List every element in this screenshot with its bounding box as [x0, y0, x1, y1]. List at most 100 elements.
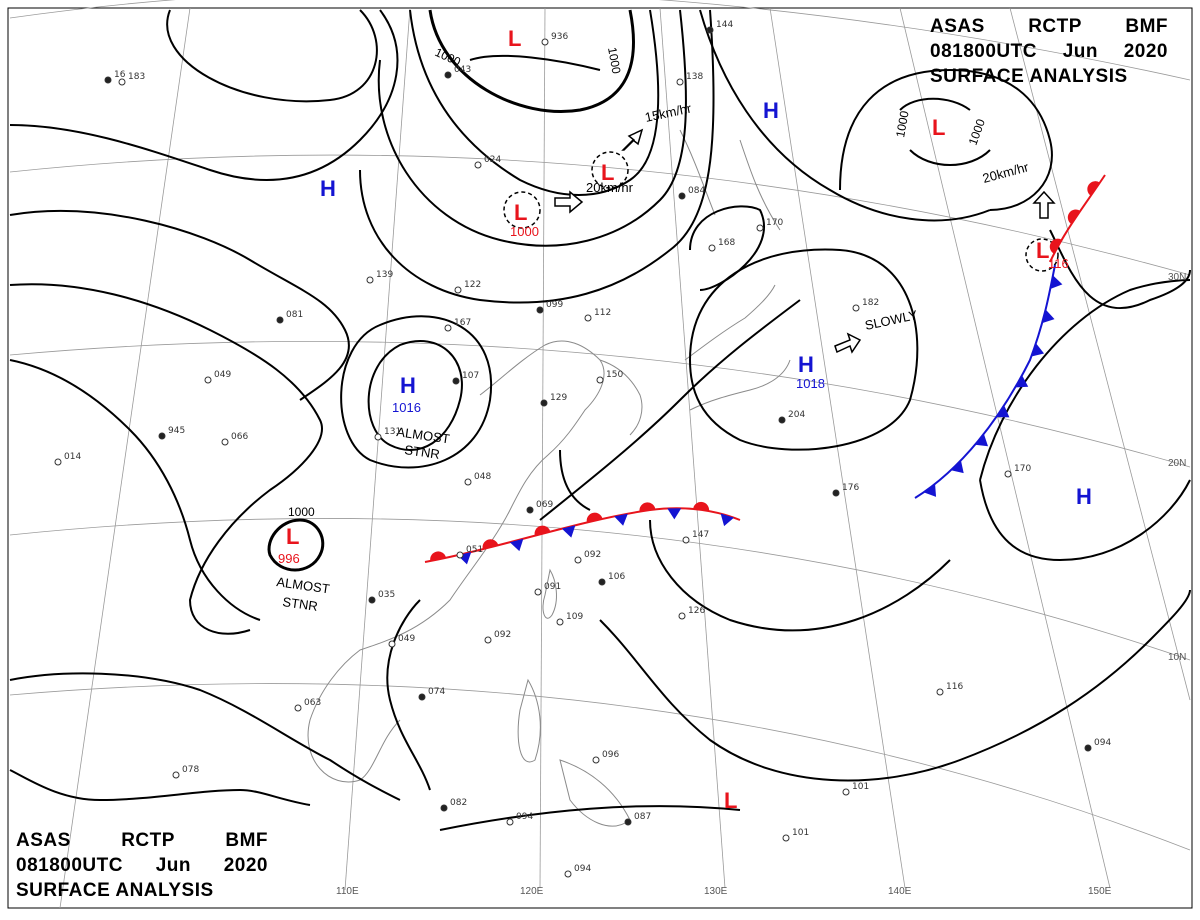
station-value: 094: [516, 812, 533, 822]
note-line: ALMOST: [276, 574, 331, 596]
station-circle: [676, 78, 684, 86]
header-code: BMF: [1125, 16, 1168, 37]
station-value: 122: [464, 280, 481, 290]
motion-speed: 20km/hr: [586, 180, 634, 195]
header-time: 081800UTC: [930, 41, 1037, 62]
header-product: SURFACE ANALYSIS: [16, 880, 214, 901]
station-value: 144: [716, 20, 733, 30]
cold-front-triangle: [1015, 375, 1029, 388]
station-value: 087: [634, 812, 651, 822]
station-value: 168: [718, 238, 735, 248]
station-circle: [388, 640, 396, 648]
warm-front-pip: [430, 551, 447, 562]
graticule: [9, 0, 1191, 909]
station-value: 048: [474, 472, 491, 482]
motion-arrows: [554, 128, 1056, 354]
lon-label: 140E: [888, 886, 912, 897]
station-value: 129: [550, 393, 567, 403]
station-circle: [756, 224, 764, 232]
cold-front-triangle: [950, 460, 964, 474]
station-circle: [1004, 470, 1012, 478]
warm-front-pip: [1049, 238, 1062, 254]
station-value: 094: [1094, 738, 1111, 748]
cold-front-triangle: [509, 538, 524, 552]
header-agency: ASAS: [930, 16, 985, 37]
station-value: 092: [584, 550, 601, 560]
station-value: 101: [792, 828, 809, 838]
station-value: 116: [946, 682, 963, 692]
cold-front-triangle: [614, 513, 628, 526]
station-value: 131: [384, 427, 401, 437]
station-value: 091: [544, 582, 561, 592]
station-circle: [592, 756, 600, 764]
station-circle: [204, 376, 212, 384]
warm-front-pip: [693, 501, 709, 512]
station-circle: [172, 771, 180, 779]
station-value: 204: [788, 410, 805, 420]
station-value: 16: [114, 70, 126, 80]
station-circle: [368, 596, 376, 604]
cold-front-triangle: [1042, 309, 1055, 324]
header-product: SURFACE ANALYSIS: [930, 66, 1128, 87]
high-symbol: H: [400, 373, 416, 398]
lon-label: 110E: [336, 886, 359, 897]
station-circle: [418, 693, 426, 701]
arrow-east-icon: [554, 190, 584, 214]
high-value: 1016: [392, 400, 421, 415]
header-station: RCTP: [1028, 16, 1082, 37]
station-value: 936: [551, 32, 568, 42]
station-value: 051: [466, 545, 483, 555]
station-circle: [456, 551, 464, 559]
station-circle: [440, 804, 448, 812]
station-circle: [596, 376, 604, 384]
station-value: 081: [286, 310, 303, 320]
station-value: 167: [454, 318, 471, 328]
station-value: 024: [484, 155, 501, 165]
station-value: 049: [398, 634, 415, 644]
station-circle: [534, 588, 542, 596]
station-circle: [782, 834, 790, 842]
station-circle: [682, 536, 690, 544]
warm-front-pip: [586, 512, 603, 523]
station-value: 092: [494, 630, 511, 640]
station-value: 147: [692, 530, 709, 540]
station-circle: [294, 704, 302, 712]
station-value: 183: [128, 72, 145, 82]
arrow-east-icon: [834, 332, 862, 354]
arrow-northeast-icon: [621, 128, 644, 151]
high-symbol: H: [320, 176, 336, 201]
cold-front-triangle: [720, 513, 735, 527]
station-circle: [474, 161, 482, 169]
station-circle: [158, 432, 166, 440]
station-circle: [366, 276, 374, 284]
note-line: STNR: [282, 594, 319, 614]
station-value: 945: [168, 426, 185, 436]
station-circle: [54, 458, 62, 466]
high-value: 1018: [796, 376, 825, 391]
warm-front-pip: [1087, 181, 1100, 196]
cold-front-triangle: [975, 433, 989, 447]
station-circle: [842, 788, 850, 796]
station-value: 112: [594, 308, 611, 318]
low-symbol: L: [932, 115, 945, 140]
station-value: 074: [428, 687, 445, 697]
station-value: 170: [766, 218, 783, 228]
cold-front-triangle: [1050, 275, 1063, 290]
high-symbol: H: [798, 352, 814, 377]
station-value: 182: [862, 298, 879, 308]
high-symbol: H: [763, 98, 779, 123]
axis-labels: 110E 120E 130E 140E 150E 30N 20N 10N: [336, 272, 1186, 897]
station-value: 107: [462, 371, 479, 381]
station-value: 066: [231, 432, 248, 442]
station-circle: [1084, 744, 1092, 752]
header-bottom-left: ASAS RCTP BMF 081800UTC Jun 2020 SURFACE…: [16, 828, 268, 903]
header-year: 2020: [1123, 41, 1168, 62]
station-circle: [624, 818, 632, 826]
low-symbol: L: [286, 524, 299, 549]
station-circle: [444, 71, 452, 79]
cold-front-triangle: [1031, 343, 1045, 357]
station-circle: [374, 433, 382, 441]
station-value: 170: [1014, 464, 1031, 474]
warm-front-pip: [1067, 209, 1081, 225]
lon-label: 130E: [704, 886, 728, 897]
